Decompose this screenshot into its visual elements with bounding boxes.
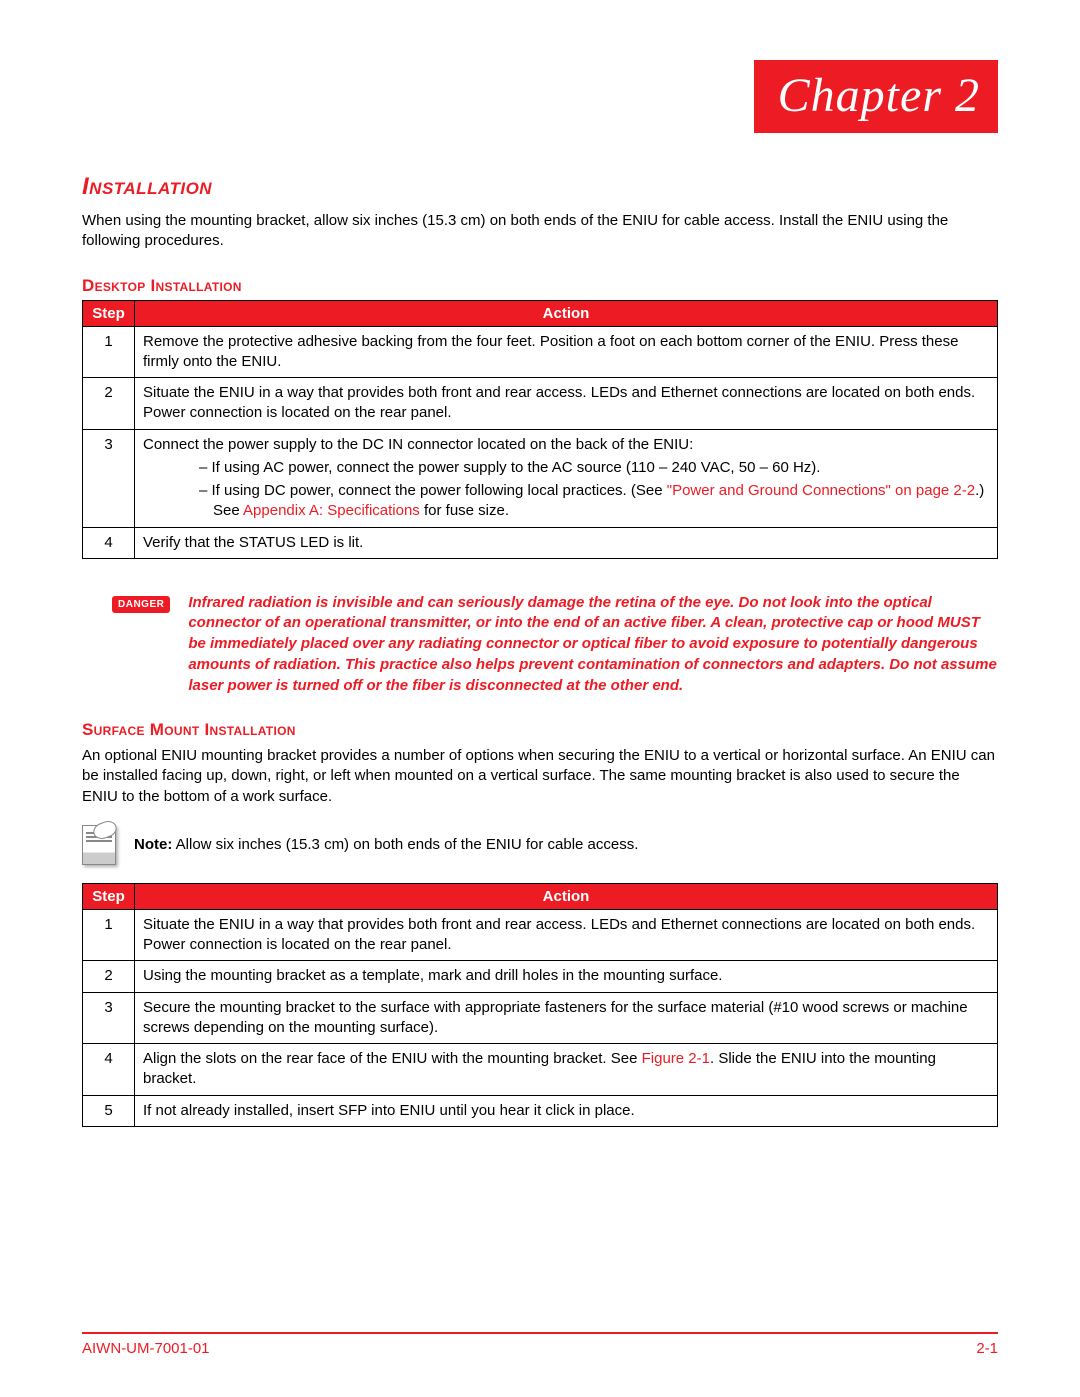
desktop-heading: Desktop Installation — [82, 276, 998, 296]
step-action: Verify that the STATUS LED is lit. — [135, 527, 998, 558]
chapter-word: Chapter — [778, 69, 942, 122]
step-action: Align the slots on the rear face of the … — [135, 1044, 998, 1096]
col-action: Action — [135, 300, 998, 326]
step-action: Situate the ENIU in a way that provides … — [135, 378, 998, 430]
danger-text: Infrared radiation is invisible and can … — [188, 593, 998, 696]
danger-badge: DANGER — [112, 596, 170, 613]
step-action: Situate the ENIU in a way that provides … — [135, 909, 998, 961]
footer-doc-id: AIWN-UM-7001-01 — [82, 1340, 210, 1357]
step-num: 1 — [83, 909, 135, 961]
step-num: 2 — [83, 961, 135, 992]
link-figure-2-1[interactable]: Figure 2-1 — [642, 1050, 710, 1067]
step-action: If not already installed, insert SFP int… — [135, 1095, 998, 1126]
page-footer: AIWN-UM-7001-01 2-1 — [82, 1332, 998, 1357]
step-num: 5 — [83, 1095, 135, 1126]
surface-heading: Surface Mount Installation — [82, 720, 998, 740]
table-row: 1 Remove the protective adhesive backing… — [83, 326, 998, 378]
bullet: – If using DC power, connect the power f… — [213, 481, 989, 522]
step-num: 3 — [83, 992, 135, 1044]
desktop-table: Step Action 1 Remove the protective adhe… — [82, 300, 998, 559]
table-row: 2 Using the mounting bracket as a templa… — [83, 961, 998, 992]
step-num: 2 — [83, 378, 135, 430]
danger-callout: DANGER Infrared radiation is invisible a… — [82, 593, 998, 696]
bullet: – If using AC power, connect the power s… — [213, 458, 989, 478]
table-row: 3 Connect the power supply to the DC IN … — [83, 429, 998, 527]
intro-paragraph: When using the mounting bracket, allow s… — [82, 211, 998, 252]
table-row: 2 Situate the ENIU in a way that provide… — [83, 378, 998, 430]
step-action: Remove the protective adhesive backing f… — [135, 326, 998, 378]
step-num: 3 — [83, 429, 135, 527]
section-title: Installation — [82, 173, 998, 201]
col-step: Step — [83, 883, 135, 909]
note-icon — [82, 825, 116, 865]
note-text: Note: Allow six inches (15.3 cm) on both… — [134, 836, 638, 853]
chapter-banner: Chapter 2 — [754, 60, 998, 133]
footer-page-num: 2-1 — [976, 1340, 998, 1357]
note-callout: Note: Allow six inches (15.3 cm) on both… — [82, 825, 998, 865]
step-action: Connect the power supply to the DC IN co… — [135, 429, 998, 527]
col-action: Action — [135, 883, 998, 909]
table-row: 4 Verify that the STATUS LED is lit. — [83, 527, 998, 558]
table-row: 4 Align the slots on the rear face of th… — [83, 1044, 998, 1096]
table-row: 3 Secure the mounting bracket to the sur… — [83, 992, 998, 1044]
table-row: 1 Situate the ENIU in a way that provide… — [83, 909, 998, 961]
surface-table: Step Action 1 Situate the ENIU in a way … — [82, 883, 998, 1127]
chapter-number: 2 — [955, 69, 980, 122]
step-action: Using the mounting bracket as a template… — [135, 961, 998, 992]
step-num: 1 — [83, 326, 135, 378]
link-appendix-a[interactable]: Appendix A: Specifications — [243, 502, 420, 519]
step-num: 4 — [83, 527, 135, 558]
link-power-ground[interactable]: "Power and Ground Connections" on page 2… — [667, 482, 975, 499]
table-row: 5 If not already installed, insert SFP i… — [83, 1095, 998, 1126]
step-num: 4 — [83, 1044, 135, 1096]
col-step: Step — [83, 300, 135, 326]
surface-intro: An optional ENIU mounting bracket provid… — [82, 746, 998, 807]
step-action: Secure the mounting bracket to the surfa… — [135, 992, 998, 1044]
